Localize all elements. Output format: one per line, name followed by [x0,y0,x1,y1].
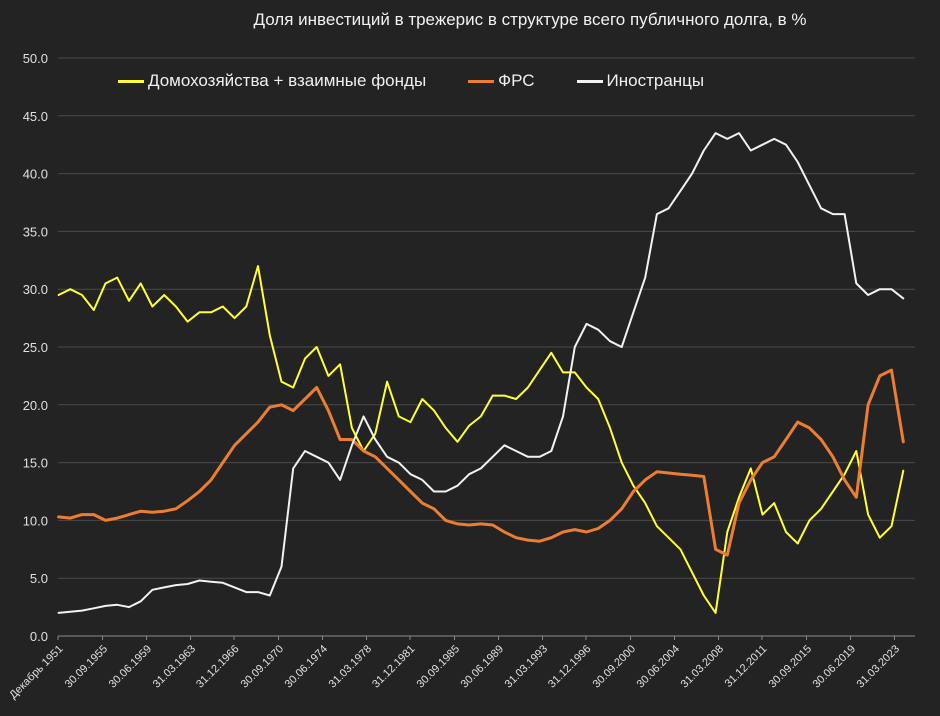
legend-label-fed: ФРС [498,71,535,90]
x-tick-label: 30.09.2015 [767,643,814,690]
x-tick-label: 30.09.1955 [63,643,110,690]
x-tick-label: 31.12.2011 [723,643,770,690]
x-tick-label: 31.03.1978 [327,643,374,690]
y-tick-label: 50.0 [23,51,48,66]
y-tick-label: 40.0 [23,167,48,182]
x-tick-label: 31.03.1993 [503,643,550,690]
x-tick-label: 31.12.1966 [194,643,241,690]
x-tick-label: 30.06.1959 [107,643,154,690]
series-line-2 [57,368,905,557]
y-tick-label: 35.0 [23,224,48,239]
y-tick-label: 15.0 [23,456,48,471]
y-tick-label: 0.0 [30,629,48,644]
x-tick-label: 31.03.1963 [151,643,198,690]
y-tick-label: 5.0 [30,571,48,586]
x-tick-label: 30.09.1970 [239,643,286,690]
y-tick-label: 30.0 [23,282,48,297]
x-tick-label: 30.06.1989 [459,643,506,690]
legend: Домохозяйства + взаимные фонды ФРС Иност… [118,70,746,92]
series-layer [57,132,905,614]
y-tick-label: 25.0 [23,340,48,355]
legend-swatch-foreigners [576,79,603,83]
legend-label-households: Домохозяйства + взаимные фонды [148,71,427,90]
y-tick-label: 20.0 [23,398,48,413]
x-tick-label: 30.06.2019 [811,643,858,690]
x-tick-label: 31.12.1981 [370,643,417,690]
x-tick-label: Декабрь 1951 [7,643,65,701]
legend-item-foreigners: Иностранцы [576,71,705,91]
chart-title: Доля инвестиций в трежерис в структуре в… [253,10,807,29]
legend-item-fed: ФРС [468,71,535,91]
series-line-3 [57,132,905,614]
axis-layer: 0.0 5.0 10.0 15.0 20.0 25.0 30.0 35.0 40.0 45.0 50… [7,51,915,701]
x-tick-label: 30.06.1974 [283,643,330,690]
x-tick-label: 31.03.2023 [855,643,902,690]
x-tick-label: 30.09.1985 [415,643,462,690]
legend-swatch-fed [468,79,495,83]
legend-item-households: Домохозяйства + взаимные фонды [118,71,426,91]
x-tick-label: 31.12.1996 [546,643,593,690]
x-tick-label: 31.03.2008 [679,643,726,690]
series-line-1 [57,265,905,614]
y-tick-label: 45.0 [23,109,48,124]
x-tick-label: 30.06.2004 [635,643,682,690]
legend-label-foreigners: Иностранцы [606,71,705,90]
y-tick-label: 10.0 [23,513,48,528]
legend-swatch-households [118,79,144,83]
x-tick-label: 30.09.2000 [591,643,638,690]
